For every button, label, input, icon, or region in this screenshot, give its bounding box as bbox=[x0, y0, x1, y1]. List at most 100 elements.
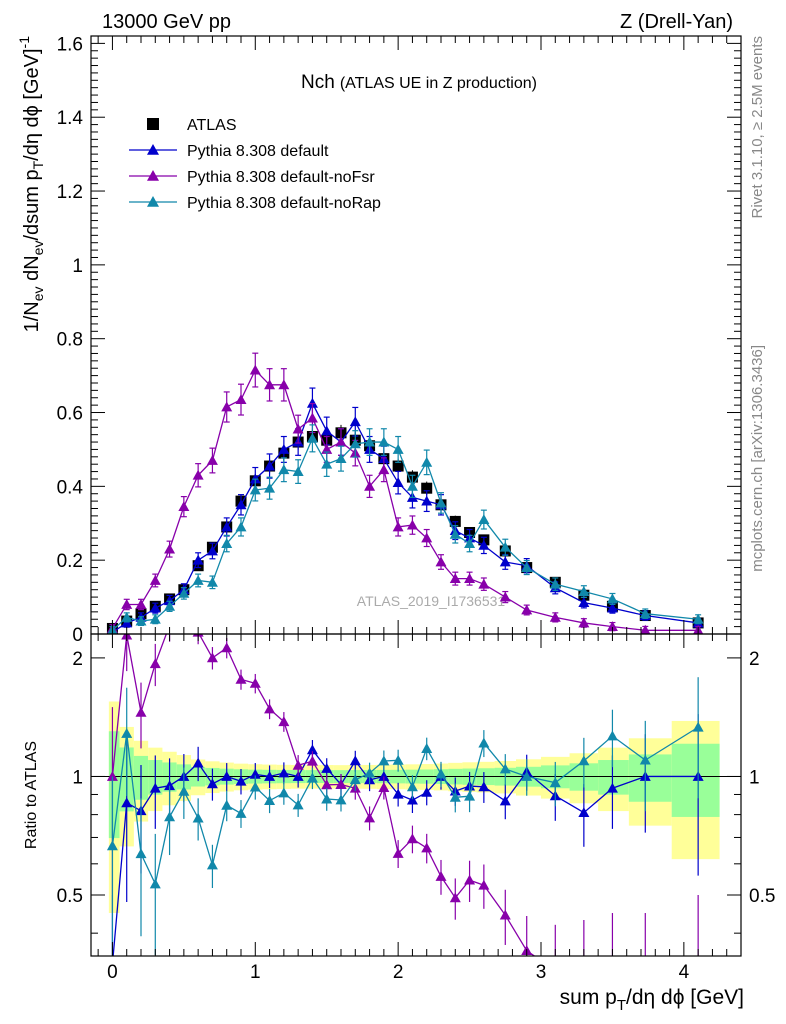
ratio-point bbox=[693, 959, 704, 969]
ratio-point bbox=[406, 794, 418, 805]
mc-point bbox=[435, 556, 447, 567]
ratio-frame bbox=[90, 633, 742, 957]
mc-point bbox=[549, 611, 561, 622]
mc-point bbox=[164, 595, 176, 606]
ratio-point bbox=[235, 775, 247, 786]
ratio-point bbox=[135, 848, 147, 859]
ratio-line bbox=[111, 726, 699, 886]
ratio-point bbox=[321, 793, 333, 804]
plot-title: Nch (ATLAS UE in Z production) bbox=[301, 72, 537, 93]
ratio-point bbox=[306, 744, 318, 755]
mc-point bbox=[321, 443, 333, 454]
ratio-point bbox=[264, 703, 276, 714]
mc-point bbox=[392, 443, 404, 454]
legend-marker bbox=[147, 144, 159, 155]
mc-point bbox=[606, 602, 618, 613]
mc-point bbox=[692, 613, 704, 624]
ratio-line bbox=[111, 634, 536, 956]
ratio-point bbox=[421, 842, 433, 853]
ratio-point bbox=[392, 788, 404, 799]
ratio-point bbox=[292, 799, 304, 810]
ratio-point bbox=[249, 781, 261, 792]
mc-point bbox=[578, 617, 590, 628]
xtick-label: 3 bbox=[536, 962, 547, 983]
mc-point bbox=[349, 416, 361, 427]
ratio-point bbox=[192, 812, 204, 823]
ratio-point bbox=[392, 754, 404, 765]
series-2 bbox=[106, 352, 704, 634]
main-ytick-label: 0.2 bbox=[57, 551, 83, 572]
ratio-point bbox=[135, 706, 147, 717]
mc-point bbox=[306, 432, 318, 443]
mc-point bbox=[335, 436, 347, 447]
ratio-point bbox=[278, 787, 290, 798]
ratio-ytick-label: 0.5 bbox=[57, 886, 83, 907]
ratio-point bbox=[392, 847, 404, 858]
ratio-series-3 bbox=[106, 677, 704, 956]
ratio-point bbox=[178, 608, 189, 618]
ratio-ytick-label: 2 bbox=[72, 649, 83, 670]
mcplots-label: mcplots.cern.ch [arXiv:1306.3436] bbox=[749, 345, 766, 572]
mc-point bbox=[206, 576, 218, 587]
mc-point bbox=[449, 573, 461, 584]
mc-point bbox=[264, 482, 276, 493]
mc-point bbox=[606, 593, 618, 604]
ratio-point bbox=[421, 786, 433, 797]
mc-point bbox=[249, 484, 261, 495]
main-ytick-label: 1.4 bbox=[57, 108, 84, 129]
header-left: 13000 GeV pp bbox=[102, 11, 231, 33]
ratio-point bbox=[206, 778, 218, 789]
mc-point bbox=[178, 501, 190, 512]
ratio-point bbox=[321, 762, 333, 773]
ratio-point bbox=[464, 874, 476, 885]
mc-point bbox=[639, 608, 651, 619]
mc-point bbox=[235, 394, 247, 404]
mc-point bbox=[392, 477, 404, 488]
mc-point bbox=[121, 598, 133, 609]
series-line bbox=[111, 368, 699, 631]
ratio-point bbox=[478, 879, 490, 890]
ratio-point bbox=[349, 755, 361, 766]
ratio-point bbox=[121, 727, 133, 738]
ratio-ytick-label-right: 2 bbox=[749, 649, 760, 670]
main-ytick-label: 1.2 bbox=[57, 182, 83, 203]
legend-marker bbox=[147, 196, 159, 207]
ratio-point bbox=[378, 770, 390, 781]
mc-point bbox=[435, 497, 447, 508]
mc-point bbox=[278, 464, 290, 475]
legend-label: Pythia 8.308 default-noRap bbox=[187, 195, 381, 212]
mc-point bbox=[206, 545, 218, 556]
header-right: Z (Drell-Yan) bbox=[620, 11, 733, 33]
mc-point bbox=[464, 538, 476, 548]
atlas-point bbox=[421, 482, 433, 494]
mc-point bbox=[221, 521, 233, 532]
ratio-point bbox=[278, 716, 290, 727]
mc-point bbox=[164, 600, 176, 611]
ratio-point bbox=[249, 677, 261, 688]
mc-point bbox=[478, 578, 490, 589]
ratio-point bbox=[449, 791, 461, 802]
mc-point bbox=[421, 456, 433, 467]
ratio-point bbox=[149, 782, 161, 793]
mc-point bbox=[499, 556, 511, 567]
ratio-point bbox=[206, 652, 218, 663]
ratio-point bbox=[521, 770, 533, 781]
ratio-point bbox=[639, 754, 651, 765]
ratio-point bbox=[378, 782, 390, 793]
mc-point bbox=[364, 436, 376, 447]
ratio-point bbox=[221, 799, 233, 810]
ratio-point bbox=[499, 909, 511, 920]
mc-point bbox=[192, 574, 204, 585]
analysis-watermark: ATLAS_2019_I1736531 bbox=[357, 593, 506, 609]
ratio-point bbox=[578, 807, 590, 817]
ratio-point bbox=[421, 743, 433, 753]
ratio-point bbox=[349, 774, 361, 785]
mc-point bbox=[421, 532, 433, 543]
legend-label: Pythia 8.308 default-noFsr bbox=[187, 169, 375, 186]
mc-point bbox=[292, 466, 304, 476]
mc-point bbox=[149, 602, 161, 613]
mc-point bbox=[306, 412, 318, 423]
ratio-point bbox=[164, 811, 176, 822]
ratio-point bbox=[435, 768, 447, 779]
